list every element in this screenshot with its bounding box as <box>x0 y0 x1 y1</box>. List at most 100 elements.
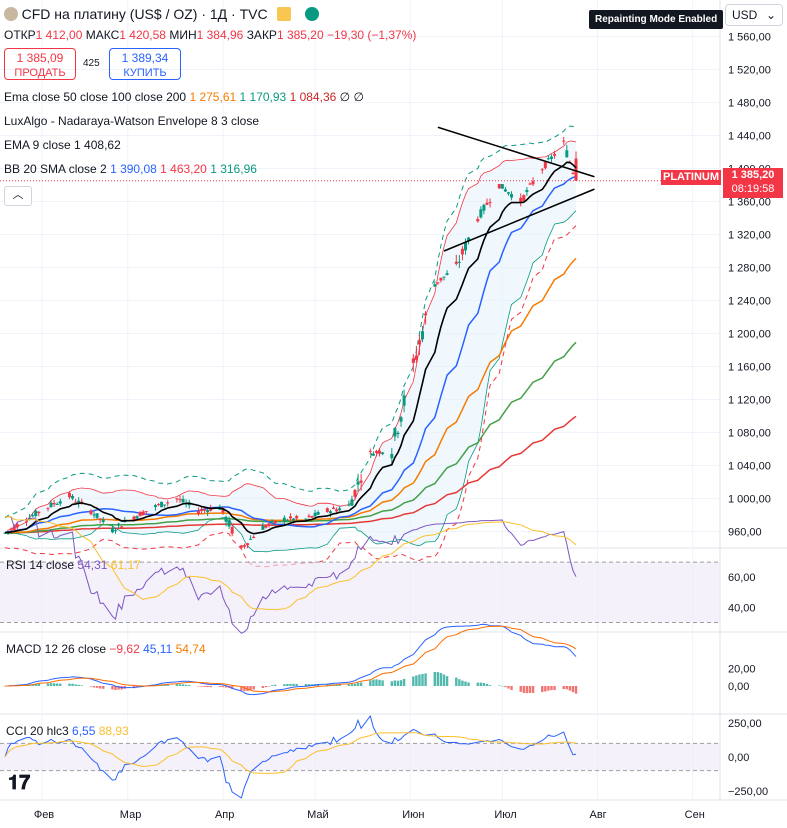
candle-body <box>476 218 480 222</box>
cci-pane[interactable] <box>0 714 720 799</box>
macd-histogram-bar <box>230 686 234 689</box>
price-axis-label: 1 360,00 <box>728 197 771 209</box>
currency-select[interactable]: USD ⌄ <box>725 4 783 26</box>
macd-histogram-bar <box>286 683 289 686</box>
macd-histogram-bar <box>476 682 479 686</box>
candle-body <box>328 511 332 514</box>
envelope-upper-line <box>4 125 577 519</box>
time-axis-label: Май <box>307 809 329 821</box>
time-axis-label: Сен <box>685 809 705 821</box>
macd-histogram-bar <box>418 674 421 686</box>
candle-body <box>546 158 550 160</box>
macd-pane[interactable] <box>3 623 578 696</box>
grid <box>0 0 787 801</box>
price-axis-label: 1 040,00 <box>728 461 771 473</box>
candle-body <box>325 508 329 512</box>
nadaraya-indicator-legend[interactable]: LuxAlgo - Nadaraya-Watson Envelope 8 3 c… <box>4 114 260 128</box>
rsi-legend[interactable]: RSI 14 close 54,31 61,17 <box>6 558 141 572</box>
candle-body <box>356 481 360 485</box>
macd-histogram-bar <box>209 686 212 688</box>
candle-body <box>402 395 406 406</box>
symbol-header[interactable]: CFD на платину (US$ / OZ) · 1Д · TVC <box>4 6 319 22</box>
macd-histogram-bar <box>544 686 547 692</box>
macd-histogram-bar <box>356 682 360 686</box>
candle-body <box>273 520 277 524</box>
macd-histogram-bar <box>455 677 458 686</box>
macd-histogram-bar <box>264 686 268 688</box>
macd-histogram-bar <box>562 686 565 690</box>
cci-line <box>4 714 577 799</box>
candle-body <box>485 202 489 205</box>
market-status-icon[interactable] <box>304 7 319 21</box>
chevron-down-icon: ⌄ <box>765 8 776 22</box>
macd-histogram-bar <box>381 680 384 686</box>
last-price-tag: 1 385,20 08:19:58 <box>723 168 783 198</box>
macd-histogram-bar <box>335 684 338 686</box>
favorite-star-icon[interactable] <box>277 7 292 21</box>
sell-button[interactable]: 1 385,09 ПРОДАТЬ <box>4 48 76 80</box>
macd-histogram-bar <box>243 686 246 692</box>
macd-histogram-bar <box>46 683 50 686</box>
candle-body <box>396 432 400 435</box>
candle-body <box>331 507 335 509</box>
macd-axis-label: 20,00 <box>728 664 756 676</box>
candle-body <box>338 508 342 511</box>
macd-signal-line <box>5 625 577 693</box>
time-axis-label: Июл <box>494 809 516 821</box>
main-price-pane[interactable] <box>0 125 720 568</box>
candle-body <box>442 276 446 278</box>
candle-body <box>249 538 253 540</box>
candle-body <box>203 509 207 511</box>
macd-histogram-bar <box>547 686 550 691</box>
macd-histogram-bar <box>200 686 203 687</box>
price-axis-label: 1 000,00 <box>728 494 771 506</box>
envelope-lower-line <box>4 225 577 568</box>
candle-body <box>267 523 271 526</box>
candle-body <box>166 502 170 504</box>
candle-body <box>359 480 363 483</box>
candle-body <box>181 498 185 503</box>
candle-body <box>67 493 71 498</box>
candle-body <box>221 507 225 513</box>
candle-body <box>289 516 293 519</box>
macd-histogram-bar <box>175 684 179 686</box>
macd-histogram-bar <box>206 686 209 688</box>
candle-body <box>304 518 308 520</box>
cci-legend[interactable]: CCI 20 hlc3 6,55 88,93 <box>6 724 129 738</box>
cci-axis-label: 250,00 <box>728 718 762 730</box>
cci-band <box>0 743 720 771</box>
time-axis-label: Июн <box>402 809 424 821</box>
bb-indicator-legend[interactable]: BB 20 SMA close 2 1 390,08 1 463,20 1 31… <box>4 162 257 176</box>
candle-body <box>543 161 547 169</box>
symbol-title: CFD на платину (US$ / OZ) · 1Д · TVC <box>21 6 268 22</box>
macd-histogram-bar <box>197 686 200 687</box>
macd-histogram-bar <box>439 673 443 686</box>
macd-histogram-bar <box>498 685 501 686</box>
buy-button[interactable]: 1 389,34 КУПИТЬ <box>109 48 181 80</box>
collapse-legend-button[interactable]: ︿ <box>4 186 32 206</box>
macd-histogram-bar <box>421 673 424 686</box>
macd-histogram-bar <box>574 686 578 694</box>
rsi-pane[interactable] <box>0 516 720 634</box>
macd-histogram-bar <box>249 686 252 691</box>
candle-body <box>34 510 38 516</box>
macd-histogram-bar <box>550 686 553 691</box>
macd-histogram-bar <box>267 686 271 687</box>
tradingview-logo-icon[interactable]: 𝟏𝟕 <box>8 772 31 794</box>
macd-histogram-bar <box>479 682 483 686</box>
candle-body <box>98 518 102 520</box>
price-axis-label: 1 200,00 <box>728 329 771 341</box>
ema9-indicator-legend[interactable]: EMA 9 close 1 408,62 <box>4 138 121 152</box>
repainting-tooltip: Repainting Mode Enabled <box>589 10 724 29</box>
price-axis-label: 1 120,00 <box>728 395 771 407</box>
macd-histogram-bar <box>369 680 372 686</box>
candle-body <box>510 194 514 198</box>
candle-body <box>424 313 428 316</box>
candle-body <box>335 509 339 512</box>
ema-indicator-legend[interactable]: Ema close 50 close 100 close 200 1 275,6… <box>4 90 364 104</box>
candle-body <box>224 516 228 522</box>
macd-histogram-bar <box>445 676 449 686</box>
macd-legend[interactable]: MACD 12 26 close −9,62 45,11 54,74 <box>6 642 206 656</box>
candle-body <box>374 451 378 453</box>
